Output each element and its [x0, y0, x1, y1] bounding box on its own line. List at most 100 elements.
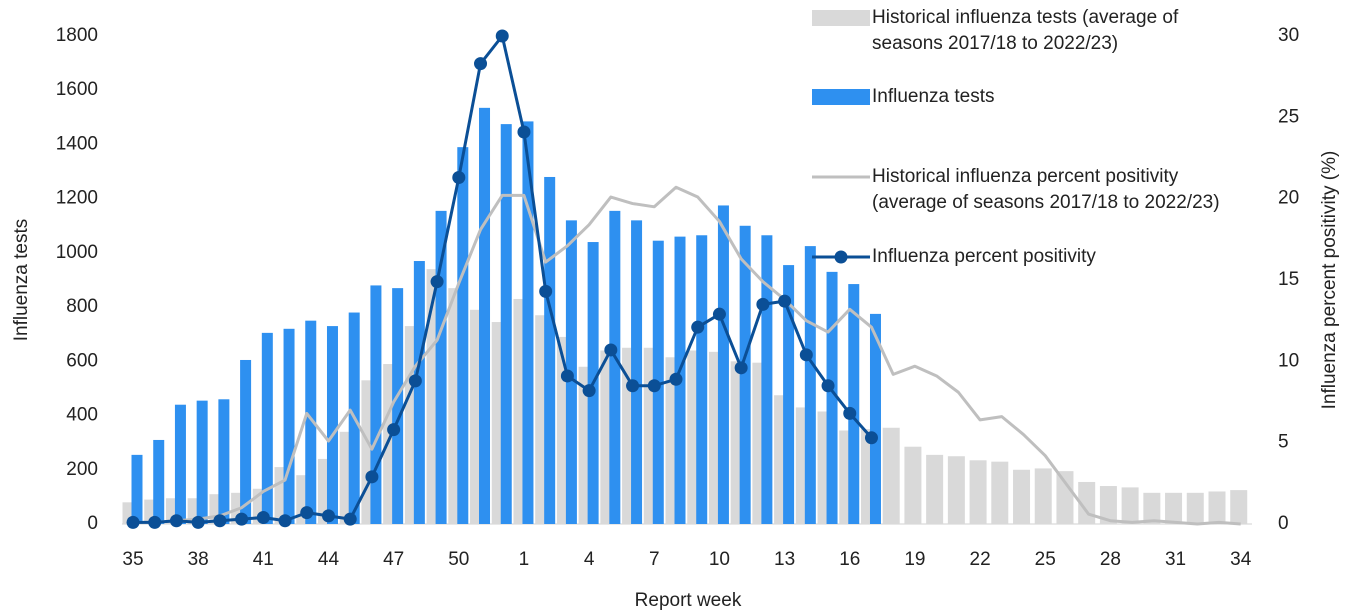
- bar: [370, 285, 382, 524]
- y-axis-title: Influenza tests: [11, 219, 32, 342]
- marker: [647, 379, 661, 393]
- bar: [826, 271, 838, 524]
- x-tick-label: 34: [1230, 549, 1252, 570]
- marker: [626, 379, 640, 393]
- bar: [848, 284, 860, 524]
- marker: [712, 307, 726, 321]
- x-tick-label: 38: [188, 549, 209, 570]
- bar: [544, 176, 556, 524]
- bar: [1230, 490, 1248, 524]
- y-tick-label: 800: [66, 296, 98, 317]
- marker: [517, 125, 531, 139]
- marker: [843, 406, 857, 420]
- bar: [882, 427, 900, 524]
- bar: [153, 439, 165, 524]
- bar: [783, 265, 795, 524]
- marker: [408, 374, 422, 388]
- y-tick-label: 400: [66, 405, 98, 426]
- marker: [126, 515, 140, 529]
- bar: [218, 399, 230, 524]
- bar: [631, 220, 643, 524]
- bar: [457, 147, 469, 524]
- bar: [1186, 492, 1204, 524]
- bar: [413, 261, 425, 524]
- y2-tick-label: 30: [1278, 25, 1299, 46]
- bar: [174, 404, 186, 524]
- y2-tick-label: 15: [1278, 269, 1299, 290]
- bar: [969, 460, 987, 524]
- bar: [435, 210, 447, 524]
- bar: [196, 400, 208, 524]
- marker: [604, 343, 618, 357]
- bar: [926, 454, 944, 524]
- y-tick-label: 200: [66, 459, 98, 480]
- bar: [240, 359, 252, 524]
- y2-tick-label: 20: [1278, 188, 1299, 209]
- marker: [474, 57, 488, 71]
- bar: [522, 121, 534, 525]
- marker: [343, 512, 357, 526]
- marker: [235, 512, 249, 526]
- y2-axis-title: Influenza percent positivity (%): [1319, 151, 1340, 410]
- x-tick-label: 7: [649, 549, 660, 570]
- bar: [305, 320, 317, 524]
- legend-key: [834, 250, 848, 264]
- marker: [213, 514, 227, 528]
- bar: [1143, 492, 1161, 524]
- bar: [1013, 469, 1031, 524]
- x-tick-label: 31: [1165, 549, 1186, 570]
- bar: [479, 107, 491, 524]
- x-tick-label: 35: [122, 549, 143, 570]
- marker: [191, 515, 205, 529]
- marker: [864, 431, 878, 445]
- x-tick-label: 47: [383, 549, 404, 570]
- bar: [991, 461, 1009, 524]
- bar: [392, 288, 404, 524]
- legend-key: [812, 89, 870, 105]
- bar: [696, 235, 708, 524]
- y-tick-label: 1000: [56, 242, 98, 263]
- legend-label: Influenza tests: [872, 86, 995, 107]
- x-tick-label: 22: [970, 549, 991, 570]
- legend-label: Historical influenza percent positivity …: [872, 166, 1220, 213]
- y2-tick-label: 0: [1278, 513, 1289, 534]
- marker: [452, 171, 466, 185]
- marker: [734, 361, 748, 375]
- bar: [1099, 486, 1117, 524]
- x-tick-label: 25: [1035, 549, 1056, 570]
- marker: [669, 372, 683, 386]
- bar: [1056, 471, 1074, 524]
- marker: [691, 320, 705, 334]
- bar: [717, 205, 729, 524]
- legend-key: [812, 10, 870, 26]
- x-tick-label: 44: [318, 549, 340, 570]
- marker: [756, 297, 770, 311]
- x-tick-label: 13: [774, 549, 795, 570]
- x-tick-label: 19: [904, 549, 925, 570]
- bar: [804, 246, 816, 524]
- x-axis-title: Report week: [635, 590, 742, 611]
- marker: [300, 506, 314, 520]
- marker: [539, 284, 553, 298]
- marker: [321, 509, 335, 523]
- marker: [778, 294, 792, 308]
- marker: [430, 275, 444, 289]
- x-tick-label: 28: [1100, 549, 1121, 570]
- marker: [582, 384, 596, 398]
- marker: [169, 514, 183, 528]
- bar: [283, 328, 295, 524]
- bar: [1034, 468, 1052, 524]
- bar: [1208, 491, 1226, 524]
- bar: [500, 124, 512, 524]
- x-tick-label: 1: [519, 549, 530, 570]
- bar: [904, 446, 922, 524]
- bar: [869, 313, 881, 524]
- y2-tick-label: 5: [1278, 432, 1289, 453]
- marker: [799, 348, 813, 362]
- marker: [256, 510, 270, 524]
- marker: [148, 515, 162, 529]
- y-tick-label: 1600: [56, 79, 98, 100]
- bar: [1121, 487, 1139, 524]
